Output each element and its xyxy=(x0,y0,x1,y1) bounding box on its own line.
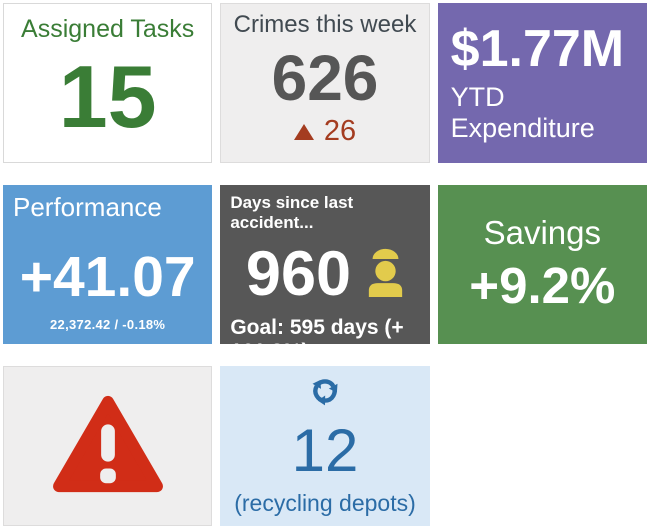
performance-detail: 22,372.42 / -0.18% xyxy=(50,317,166,332)
recycling-tile: 12 (recycling depots) xyxy=(220,366,430,526)
accident-title: Days since last accident... xyxy=(230,193,354,232)
accident-goal: Goal: 595 days (+ 161.3%) xyxy=(230,316,404,344)
crimes-delta: 26 xyxy=(293,115,357,147)
performance-title: Performance xyxy=(13,192,162,222)
crimes-title: Crimes this week xyxy=(233,11,417,38)
savings-value: +9.2% xyxy=(469,257,616,315)
accident-tile: Days since last accident... 960 Goal: 59… xyxy=(220,185,430,344)
empty-cell xyxy=(438,366,647,526)
crimes-tile: Crimes this week 626 26 xyxy=(220,3,430,163)
performance-value: +41.07 xyxy=(19,245,196,309)
savings-title: Savings xyxy=(483,214,602,252)
worker-icon xyxy=(367,247,404,302)
assigned-tasks-value: 15 xyxy=(58,47,157,146)
expenditure-label: YTD Expenditure xyxy=(450,82,595,144)
performance-tile: Performance +41.07 22,372.42 / -0.18% xyxy=(3,185,213,344)
assigned-tasks-tile: Assigned Tasks 15 xyxy=(3,3,213,163)
warning-tile xyxy=(3,366,213,526)
savings-tile: Savings +9.2% xyxy=(437,185,647,344)
crimes-value: 626 xyxy=(271,42,379,114)
expenditure-tile: $1.77M YTD Expenditure xyxy=(437,3,647,163)
expenditure-value: $1.77M xyxy=(450,19,625,78)
accident-value-row: 960 xyxy=(246,243,404,306)
recycling-value: 12 xyxy=(291,417,359,484)
up-triangle-icon xyxy=(293,123,314,140)
recycling-label: (recycling depots) xyxy=(234,490,416,516)
warning-triangle-icon xyxy=(49,392,167,501)
accident-value: 960 xyxy=(245,239,352,309)
crimes-delta-value: 26 xyxy=(323,115,357,147)
assigned-tasks-title: Assigned Tasks xyxy=(21,15,195,43)
recycle-icon xyxy=(309,375,341,412)
